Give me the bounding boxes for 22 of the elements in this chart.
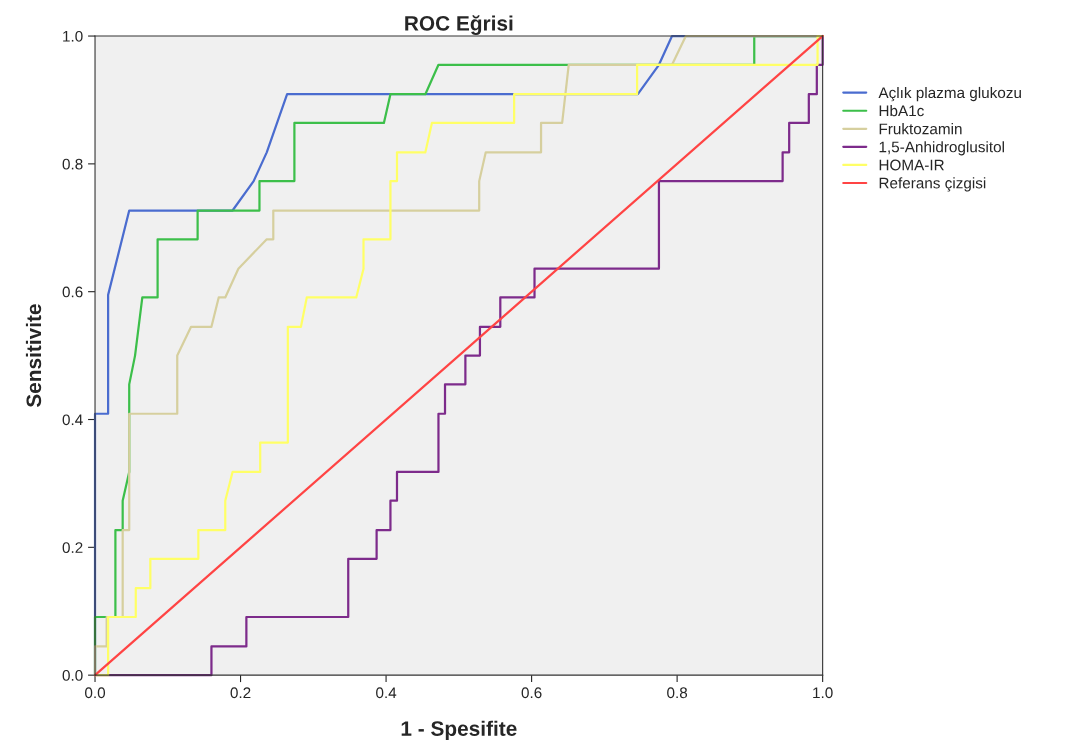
chart-title: ROC Eğrisi xyxy=(405,15,513,35)
legend-label: Referans çizgisi xyxy=(879,177,986,192)
y-tick-label: 1.0 xyxy=(63,30,83,42)
y-axis-title: Sensitivite xyxy=(25,304,42,408)
x-tick-label: 0.2 xyxy=(230,687,251,699)
y-tick-label: 0.6 xyxy=(62,286,83,298)
x-tick-label: 0.8 xyxy=(667,687,688,699)
x-tick-label: 0.4 xyxy=(376,687,397,699)
legend-label: 1,5-Anhidroglusitol xyxy=(879,141,1004,156)
legend-label: HOMA-IR xyxy=(879,159,944,171)
x-tick-label: 1.0 xyxy=(813,687,833,699)
x-axis-title: 1 - Spesifite xyxy=(401,720,517,741)
x-tick-label: 0.0 xyxy=(85,687,106,699)
y-tick-label: 0.4 xyxy=(62,414,83,426)
legend-label: Fruktozamin xyxy=(879,123,962,135)
line-series xyxy=(93,34,824,677)
x-tick-label: 0.6 xyxy=(521,687,542,699)
y-tick-label: 0.0 xyxy=(62,670,83,681)
y-tick-label: 0.8 xyxy=(62,158,83,170)
legend-label: Açlık plazma glukozu xyxy=(878,86,1021,102)
legend-label: HbA1c xyxy=(879,105,924,117)
y-tick-label: 0.2 xyxy=(62,542,83,554)
